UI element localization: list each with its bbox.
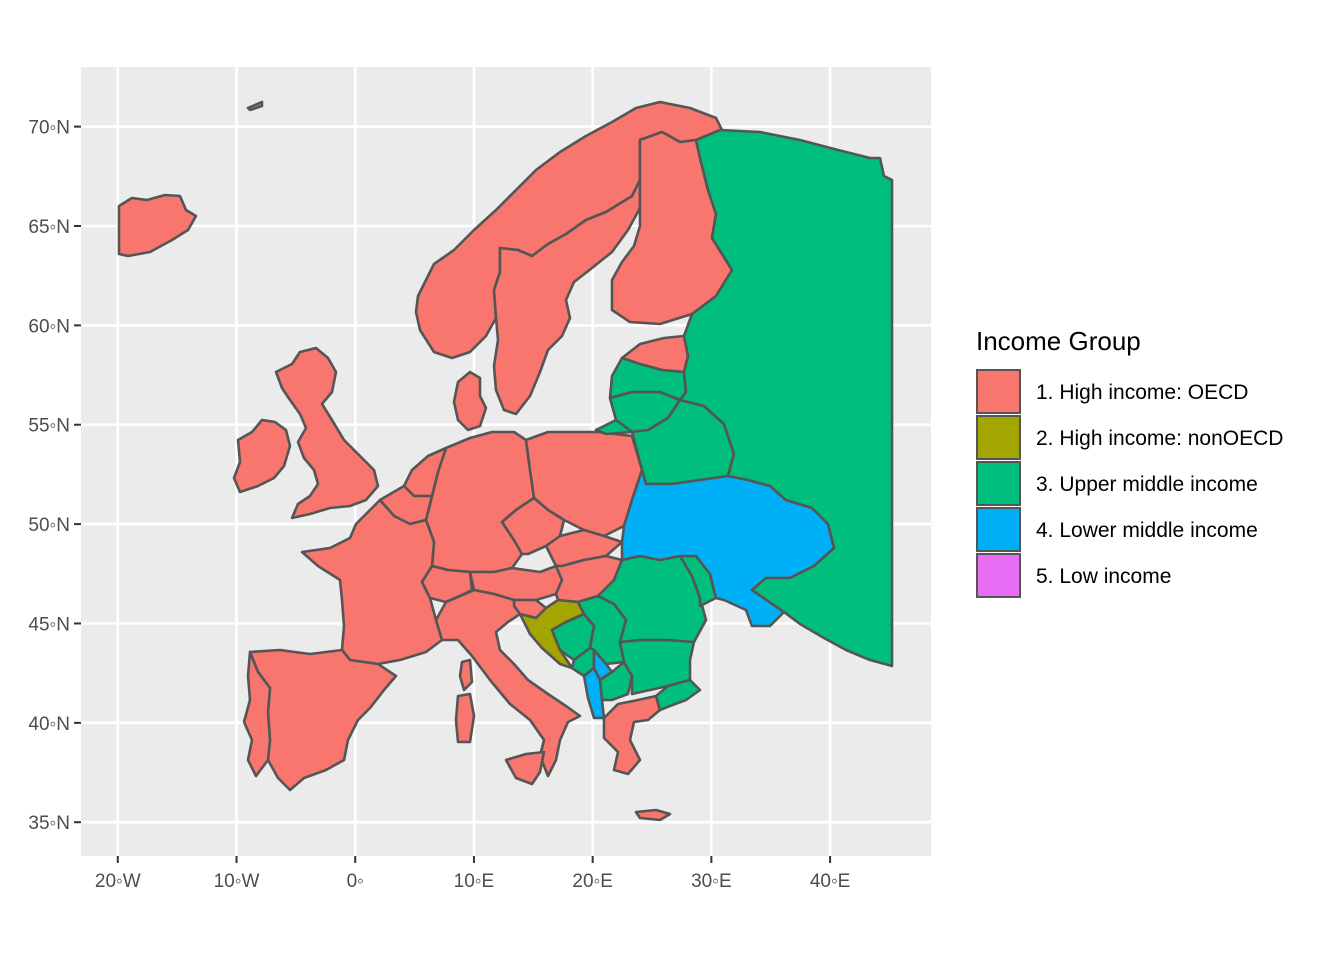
y-tick-label: 40◦N xyxy=(28,714,70,735)
x-tick-label: 0◦ xyxy=(347,871,364,892)
country-france-corsica xyxy=(458,658,474,692)
legend-swatch-high-oecd xyxy=(976,369,1021,414)
country-ireland xyxy=(232,418,292,494)
legend-title: Income Group xyxy=(976,326,1141,356)
country-russia xyxy=(678,128,894,668)
country-iceland xyxy=(117,193,198,258)
x-tick-label: 10◦W xyxy=(214,871,260,892)
legend-swatch-lower-middle xyxy=(976,507,1021,552)
country-turkey-thrace xyxy=(654,678,702,712)
y-tick-label: 35◦N xyxy=(28,813,70,834)
y-tick-label: 55◦N xyxy=(28,416,70,437)
y-tick-label: 45◦N xyxy=(28,614,70,635)
legend-label-high-nonoecd: 2. High income: nonOECD xyxy=(1036,427,1283,450)
legend-swatch-upper-middle xyxy=(976,461,1021,506)
legend-label-low: 5. Low income xyxy=(1036,565,1171,588)
country-kosovo xyxy=(592,648,614,682)
country-uk xyxy=(274,346,380,520)
country-italy-sicily xyxy=(504,750,546,786)
country-france xyxy=(300,498,444,666)
y-tick-label: 65◦N xyxy=(28,217,70,238)
country-portugal xyxy=(242,650,272,778)
legend-swatch-high-nonoecd xyxy=(976,415,1021,460)
legend-swatch-low xyxy=(976,553,1021,598)
country-italy-sardinia xyxy=(454,692,476,744)
y-tick-label: 60◦N xyxy=(28,316,70,337)
country-italy xyxy=(434,588,582,778)
axes: 20◦W 10◦W 0◦ 10◦E 20◦E 30◦E 40◦E 70◦N 65◦N 60◦N 55… xyxy=(28,118,850,892)
legend-label-lower-middle: 4. Lower middle income xyxy=(1036,519,1258,542)
legend-label-high-oecd: 1. High income: OECD xyxy=(1036,381,1248,404)
country-greece xyxy=(602,694,662,776)
country-norway-islet xyxy=(246,100,264,112)
country-denmark xyxy=(452,370,488,432)
legend: Income Group 1. High income: OECD 2. High… xyxy=(976,326,1283,598)
country-greece-crete xyxy=(634,808,672,822)
x-tick-label: 40◦E xyxy=(810,871,851,892)
countries xyxy=(117,100,894,822)
country-sweden xyxy=(492,178,642,416)
country-macedonia xyxy=(598,660,634,702)
y-tick-label: 50◦N xyxy=(28,515,70,536)
x-tick-label: 10◦E xyxy=(454,871,495,892)
legend-label-upper-middle: 3. Upper middle income xyxy=(1036,473,1258,496)
x-tick-label: 20◦W xyxy=(95,871,141,892)
x-tick-label: 20◦E xyxy=(572,871,613,892)
x-tick-label: 30◦E xyxy=(691,871,732,892)
y-tick-label: 70◦N xyxy=(28,118,70,139)
